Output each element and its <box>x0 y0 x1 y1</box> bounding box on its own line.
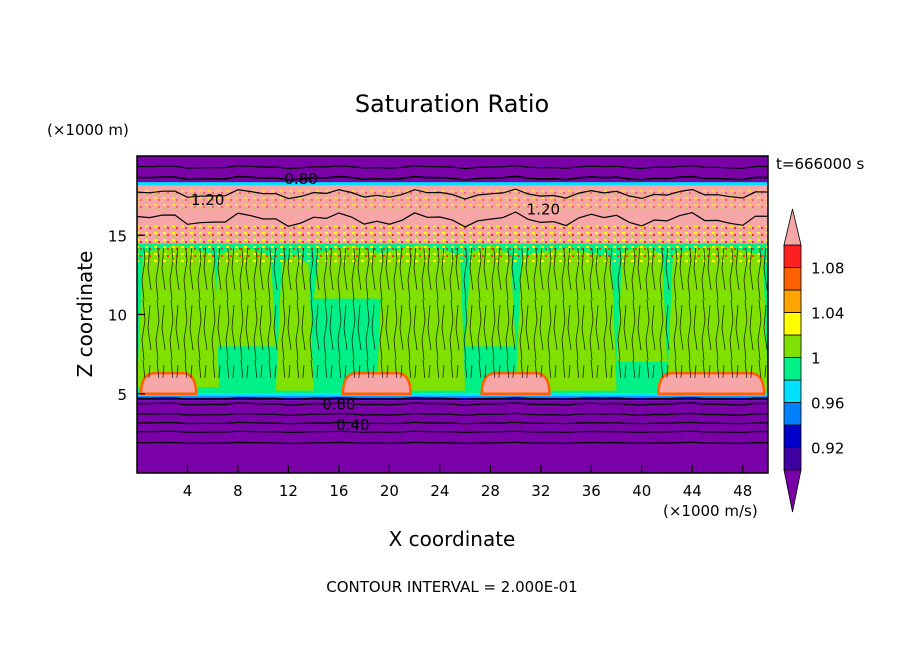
layer-lightcyan-edge <box>137 393 768 397</box>
x-unit-label: (×1000 m/s) <box>663 502 758 520</box>
contour-line <box>137 430 768 434</box>
colorbar-segment <box>783 357 802 381</box>
x-tick-label: 48 <box>733 482 752 500</box>
field-texture <box>137 247 768 378</box>
contour-line <box>137 412 768 417</box>
layer-lower-dry <box>137 400 768 473</box>
layer-upper-cyan-edge <box>137 182 768 186</box>
x-tick-label: 40 <box>632 482 651 500</box>
x-tick-label: 20 <box>380 482 399 500</box>
contour-line <box>137 211 768 228</box>
contour-line <box>137 188 768 200</box>
y-unit-label: (×1000 m) <box>47 121 129 139</box>
y-tick-label: 15 <box>108 227 127 245</box>
x-tick-label: 44 <box>683 482 702 500</box>
contour-line <box>137 402 768 406</box>
colorbar-segment <box>783 267 802 291</box>
contour-lines <box>137 164 768 445</box>
time-label: t=666000 s <box>776 155 864 173</box>
layer-upper-dry <box>137 156 768 185</box>
colorbar-segment <box>783 312 802 336</box>
y-tick-label: 10 <box>108 307 127 325</box>
y-axis-ticks: 5 10 15 <box>108 227 145 404</box>
contour-label: 0.80 <box>322 395 355 413</box>
colorbar-lower-extension <box>783 469 802 513</box>
contour-line <box>137 441 768 445</box>
contour-interval-footer: CONTOUR INTERVAL = 2.000E-01 <box>326 578 577 596</box>
x-tick-label: 24 <box>430 482 449 500</box>
contour-label: 0.80 <box>284 170 317 188</box>
y-axis-label: Z coordinate <box>73 251 97 378</box>
colorbar-segment <box>783 289 802 313</box>
x-tick-label: 36 <box>582 482 601 500</box>
upper-speckle-zone <box>137 189 768 210</box>
y-tick-label: 5 <box>117 386 127 404</box>
colorbar-tick-label: 0.92 <box>811 440 844 458</box>
x-tick-label: 16 <box>329 482 348 500</box>
colorbar-segment <box>783 334 802 358</box>
colorbar-tick-label: 0.96 <box>811 395 844 413</box>
colorbar-segment <box>783 424 802 448</box>
x-tick-label: 32 <box>531 482 550 500</box>
contour-label: 1.20 <box>527 200 560 218</box>
x-axis-ticks: 4 8 12 16 20 24 28 32 36 40 44 48 <box>183 465 752 500</box>
plot-area: 0.80 1.20 1.20 0.80 0.40 <box>137 156 768 473</box>
contour-line <box>137 396 768 401</box>
contour-label: 1.20 <box>191 191 224 209</box>
contour-line <box>137 164 768 170</box>
contour-line <box>137 175 768 181</box>
x-tick-label: 8 <box>233 482 243 500</box>
x-tick-label: 28 <box>481 482 500 500</box>
contour-line <box>137 421 768 425</box>
layer-cyan-edge <box>137 396 768 398</box>
colorbar-segment <box>783 379 802 403</box>
x-tick-label: 12 <box>279 482 298 500</box>
x-tick-label: 4 <box>183 482 193 500</box>
colorbar-upper-extension <box>783 208 802 246</box>
colorbar: 0.92 0.96 1 1.04 1.08 <box>783 208 844 513</box>
colorbar-segment <box>783 447 802 471</box>
colorbar-segment <box>783 402 802 426</box>
colorbar-tick-label: 1.04 <box>811 305 844 323</box>
contour-streaks <box>137 247 768 378</box>
colorbar-tick-label: 1 <box>811 350 821 368</box>
colorbar-segment <box>783 244 802 268</box>
contour-label: 0.40 <box>336 416 369 434</box>
x-axis-label: X coordinate <box>389 527 516 551</box>
chart-title: Saturation Ratio <box>355 90 549 118</box>
contour-labels: 0.80 1.20 1.20 0.80 0.40 <box>191 170 560 434</box>
colorbar-tick-label: 1.08 <box>811 260 844 278</box>
